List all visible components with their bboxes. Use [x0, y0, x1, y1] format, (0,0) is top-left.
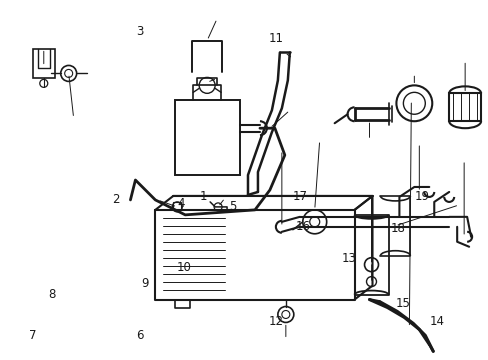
Text: 19: 19: [414, 190, 429, 203]
Text: 1: 1: [199, 190, 206, 203]
Text: 10: 10: [176, 261, 191, 274]
Text: 13: 13: [341, 252, 356, 265]
Text: 11: 11: [268, 32, 283, 45]
Text: 12: 12: [268, 315, 283, 328]
Text: 14: 14: [428, 315, 444, 328]
Text: 7: 7: [29, 329, 36, 342]
Text: 15: 15: [395, 297, 409, 310]
Bar: [448, 93, 480, 121]
Text: 3: 3: [136, 25, 143, 38]
Text: 9: 9: [141, 278, 148, 291]
Bar: [175, 100, 240, 175]
Bar: [173, 202, 181, 210]
Text: 5: 5: [228, 201, 236, 213]
Text: 2: 2: [111, 193, 119, 206]
Text: 4: 4: [177, 197, 184, 210]
Text: 18: 18: [390, 222, 405, 235]
Bar: [33, 49, 55, 78]
Text: 6: 6: [136, 329, 143, 342]
Text: 8: 8: [48, 288, 56, 301]
Text: 17: 17: [292, 190, 307, 203]
Text: 16: 16: [295, 220, 310, 233]
